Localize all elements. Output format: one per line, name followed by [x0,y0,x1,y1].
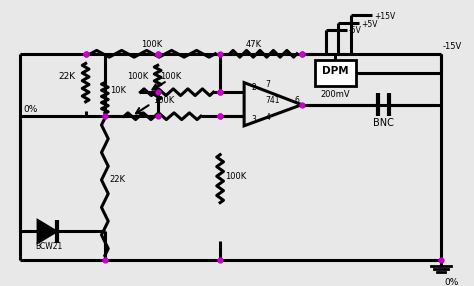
Text: 0%: 0% [23,105,37,114]
Text: 6: 6 [294,96,299,105]
Text: 100K: 100K [153,96,174,105]
Text: 22K: 22K [109,175,126,184]
Text: BNC: BNC [373,118,394,128]
Text: 3: 3 [252,115,257,124]
Text: +5V: +5V [361,19,378,29]
Text: 0%: 0% [444,278,458,286]
Text: 7: 7 [265,80,270,90]
Text: 22K: 22K [59,72,76,81]
Text: 200mV: 200mV [320,90,350,99]
Text: DPM: DPM [322,66,349,76]
Text: 100K: 100K [141,40,163,49]
Text: -15V: -15V [443,42,462,51]
Text: 10K: 10K [109,86,126,95]
Polygon shape [37,220,57,243]
Text: BCW21: BCW21 [36,242,63,251]
Bar [315,59,356,86]
Text: 4: 4 [265,113,270,122]
Text: +15V: +15V [374,12,395,21]
Text: 100K: 100K [127,72,148,81]
Text: 100K: 100K [160,72,181,81]
Text: 47K: 47K [246,40,262,49]
Text: 100K: 100K [225,172,246,181]
Text: -5V: -5V [349,26,362,35]
Text: 2: 2 [252,83,256,92]
Text: 741: 741 [265,96,280,105]
